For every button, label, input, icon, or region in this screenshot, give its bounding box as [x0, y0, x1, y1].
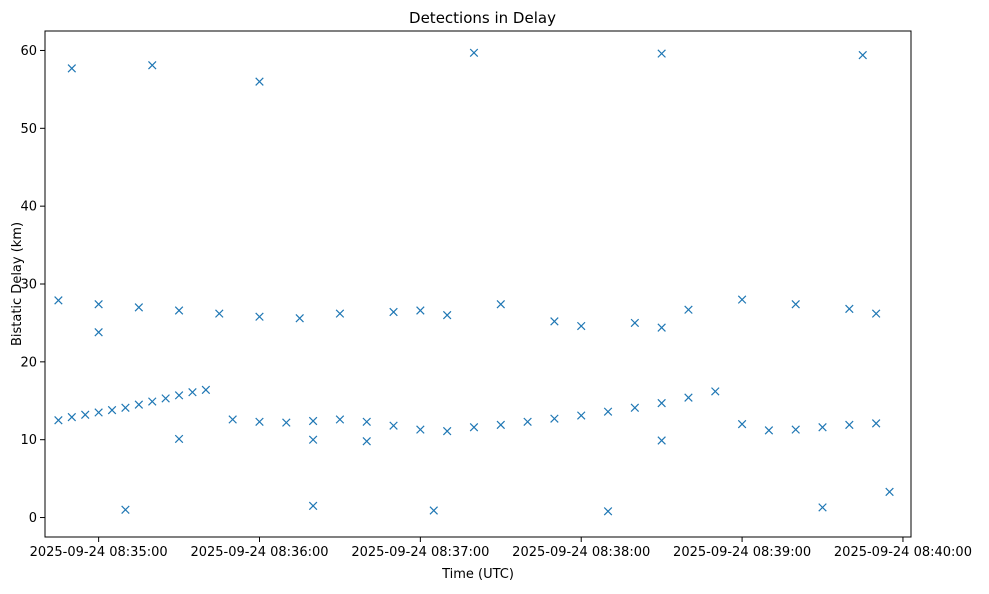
data-point [764, 426, 774, 435]
chart-title: Detections in Delay [409, 9, 556, 27]
data-point [308, 435, 318, 444]
data-point [308, 416, 318, 426]
data-point [496, 300, 506, 309]
data-point [603, 407, 613, 416]
data-point [576, 411, 586, 420]
data-point [818, 423, 827, 432]
data-point [684, 305, 693, 314]
data-point [469, 423, 479, 432]
data-point [80, 410, 90, 420]
data-point [255, 312, 264, 321]
data-point [255, 417, 264, 427]
data-point [858, 50, 867, 60]
y-tick-label: 30 [20, 278, 37, 293]
y-tick-label: 10 [20, 433, 37, 448]
data-point [791, 300, 800, 309]
data-point [885, 487, 894, 497]
data-point [94, 300, 103, 309]
data-point [416, 425, 425, 434]
data-point [308, 501, 318, 511]
x-axis-label: Time (UTC) [441, 567, 514, 582]
data-point [121, 505, 130, 514]
data-point [148, 397, 157, 406]
data-point [416, 306, 425, 315]
data-point [496, 420, 506, 430]
data-point [174, 434, 184, 444]
data-point [255, 77, 264, 86]
data-point [295, 314, 304, 323]
x-tick-label: 2025-09-24 08:35:00 [30, 545, 168, 560]
data-point [871, 419, 881, 428]
data-point [201, 385, 211, 395]
data-point [107, 405, 117, 415]
data-point [148, 61, 157, 70]
data-point [845, 304, 854, 314]
x-tick-label: 2025-09-24 08:40:00 [834, 545, 972, 560]
data-point [871, 309, 881, 318]
data-point [818, 503, 827, 512]
data-point [282, 418, 291, 427]
data-point [657, 398, 666, 408]
y-tick-label: 50 [20, 122, 37, 137]
data-point [134, 400, 144, 409]
y-tick-label: 20 [20, 355, 37, 370]
data-point [550, 414, 559, 423]
x-axis-ticks: 2025-09-24 08:35:00 2025-09-24 08:36:00 20… [30, 537, 972, 560]
data-point [429, 506, 438, 515]
data-point [54, 296, 63, 305]
data-point [603, 507, 613, 516]
data-point [161, 394, 170, 403]
data-point [469, 48, 479, 58]
data-point [737, 295, 747, 304]
y-axis-label: Bistatic Delay (km) [10, 222, 25, 346]
data-point [67, 64, 77, 73]
y-tick-label: 0 [29, 511, 37, 526]
x-tick-label: 2025-09-24 08:37:00 [351, 545, 489, 560]
data-point [94, 328, 103, 337]
data-point [362, 437, 371, 446]
data-point [442, 426, 452, 436]
data-point [657, 323, 666, 332]
data-point [442, 310, 452, 320]
x-tick-label: 2025-09-24 08:36:00 [190, 545, 328, 560]
data-point [174, 391, 184, 400]
data-point [54, 416, 63, 425]
markers-layer [54, 48, 894, 516]
data-point [362, 417, 371, 427]
data-point [576, 321, 586, 331]
data-point [791, 425, 800, 434]
y-tick-label: 40 [20, 200, 37, 215]
data-point [335, 415, 345, 424]
data-point [121, 403, 130, 412]
data-point [335, 309, 345, 318]
data-point [630, 403, 640, 412]
data-point [657, 49, 666, 58]
data-point [389, 307, 398, 317]
data-point [630, 318, 640, 328]
data-point [711, 387, 720, 396]
data-point [134, 303, 144, 312]
y-axis-ticks: 0 10 20 30 40 50 60 [20, 44, 45, 526]
data-point [228, 415, 237, 424]
data-point [389, 421, 398, 430]
data-point [174, 306, 184, 315]
data-point [67, 412, 77, 422]
data-point [94, 408, 103, 417]
data-point [550, 317, 559, 326]
x-tick-label: 2025-09-24 08:39:00 [673, 545, 811, 560]
x-tick-label: 2025-09-24 08:38:00 [512, 545, 650, 560]
data-point [215, 309, 224, 318]
y-tick-label: 60 [20, 44, 37, 59]
data-point [684, 393, 693, 402]
data-point [845, 420, 854, 430]
data-point [188, 387, 197, 397]
data-point [523, 417, 532, 427]
data-point [657, 436, 666, 445]
data-point [737, 419, 747, 429]
